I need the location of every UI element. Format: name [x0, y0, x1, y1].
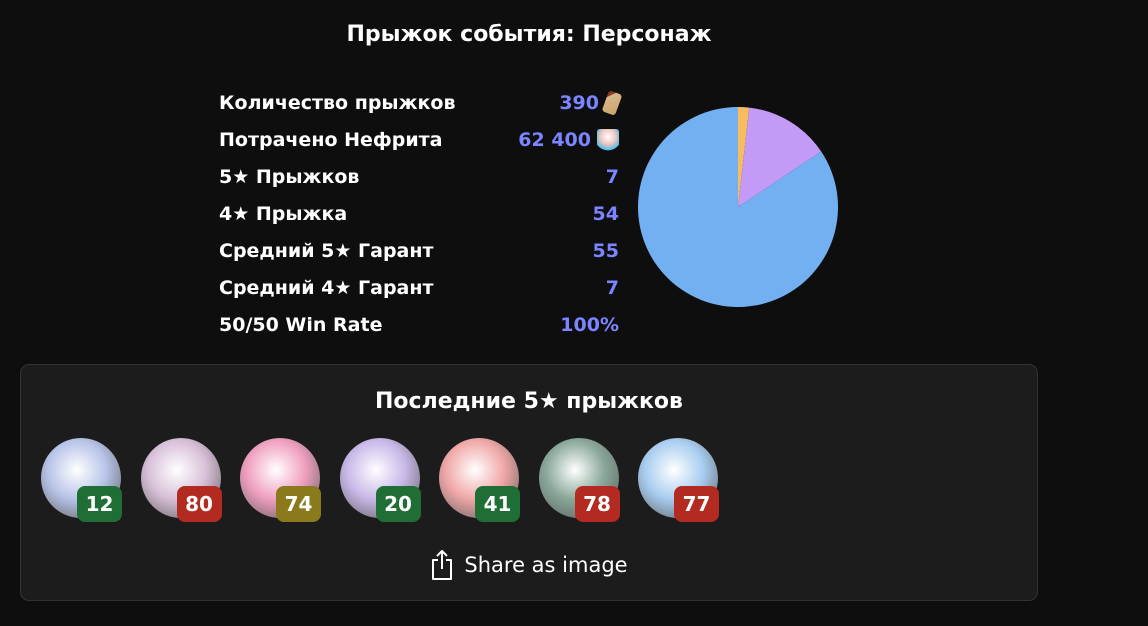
pity-badge: 74 [276, 486, 321, 522]
character-avatar[interactable]: 41 [439, 438, 520, 522]
stat-label: Средний 4★ Гарант [219, 276, 434, 299]
pass-icon [601, 89, 623, 116]
character-avatar[interactable]: 74 [240, 438, 321, 522]
pie-chart [638, 107, 838, 307]
stat-value-wrap: 7 [606, 277, 619, 299]
card-title: Последние 5★ прыжков [375, 389, 683, 414]
character-avatar[interactable]: 12 [41, 438, 122, 522]
pity-badge: 20 [375, 486, 421, 522]
stat-row: 50/50 Win Rate 100% [219, 306, 619, 343]
pity-badge: 12 [77, 486, 122, 522]
stat-label: Количество прыжков [219, 91, 456, 114]
share-button[interactable]: Share as image [21, 549, 1037, 581]
page-title: Прыжок события: Персонаж [346, 22, 712, 47]
stat-row: 5★ Прыжков 7 [219, 158, 619, 195]
stat-value: 62 400 [518, 128, 591, 151]
stat-row: Потрачено Нефрита 62 400 [219, 121, 619, 158]
character-avatar[interactable]: 77 [638, 438, 719, 522]
stat-row: Количество прыжков 390 [219, 84, 623, 121]
stat-value-wrap: 62 400 [518, 128, 619, 151]
stat-value: 54 [592, 202, 619, 225]
character-avatar[interactable]: 80 [140, 438, 222, 522]
stat-label: 50/50 Win Rate [219, 313, 383, 336]
recent-5star-card: Последние 5★ прыжков 12 80 74 20 41 78 77 Shar… [20, 364, 1038, 601]
share-label: Share as image [464, 553, 628, 577]
stat-row: 4★ Прыжка 54 [219, 195, 619, 232]
stat-label: Потрачено Нефрита [219, 128, 443, 151]
jade-icon [597, 128, 619, 151]
slice-5star [738, 107, 750, 207]
slice-4star [738, 107, 822, 207]
character-avatar[interactable]: 20 [339, 438, 421, 522]
stat-row: Средний 4★ Гарант 7 [219, 269, 619, 306]
pity-badge: 77 [674, 486, 719, 522]
share-icon [432, 550, 453, 580]
stat-value: 55 [592, 239, 619, 262]
stat-row: Средний 5★ Гарант 55 [219, 232, 619, 269]
stat-value: 390 [559, 91, 599, 114]
stat-value: 7 [605, 276, 619, 299]
stat-value: 7 [605, 165, 619, 188]
stat-label: 4★ Прыжка [219, 202, 348, 225]
pity-badge: 78 [574, 486, 620, 522]
stat-label: Средний 5★ Гарант [219, 239, 434, 262]
stats-list: Количество прыжков 390 Потрачено Нефрита 62… [219, 84, 623, 343]
pity-badge: 41 [475, 486, 520, 522]
stat-value-wrap: 54 [593, 203, 619, 225]
stat-value-wrap: 100% [560, 314, 619, 336]
pity-badge: 80 [176, 486, 222, 522]
stat-value: 100% [560, 313, 619, 336]
stat-value-wrap: 55 [593, 240, 619, 262]
stat-value-wrap: 7 [606, 166, 619, 188]
stat-value-wrap: 390 [559, 89, 623, 116]
slice-3star [638, 107, 838, 307]
stat-label: 5★ Прыжков [219, 165, 360, 188]
character-avatar[interactable]: 78 [538, 438, 620, 522]
